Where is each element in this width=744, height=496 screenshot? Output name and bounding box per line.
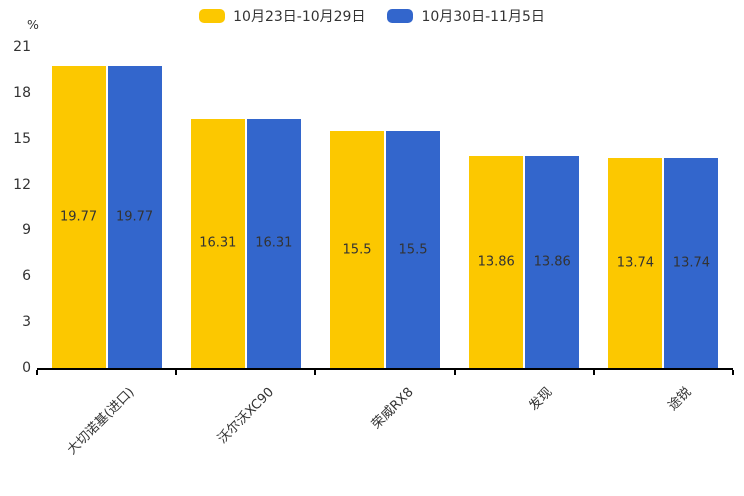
category-group: 15.5 15.5 荣威RX8 xyxy=(315,47,454,432)
y-axis-tick-label: 21 xyxy=(13,39,31,55)
legend-item-week2[interactable]: 10月30日-11月5日 xyxy=(387,6,545,26)
bars-container: 19.77 19.77 大切诺基(进口) 16.31 16.31 沃尔沃XC90… xyxy=(37,47,733,458)
bar-week2[interactable]: 16.31 xyxy=(246,118,301,368)
y-axis-tick-label: 6 xyxy=(22,268,31,285)
x-axis-category-label: 沃尔沃XC90 xyxy=(215,384,278,447)
bar-week1[interactable]: 19.77 xyxy=(51,65,106,368)
x-axis-tick-mark xyxy=(314,370,317,375)
y-axis-tick-label: 12 xyxy=(13,176,31,193)
bar-week1[interactable]: 16.31 xyxy=(190,118,245,368)
category-group: 13.74 13.74 途锐 xyxy=(594,47,733,414)
plot-area: 19.77 19.77 大切诺基(进口) 16.31 16.31 沃尔沃XC90… xyxy=(36,47,734,458)
x-axis-ticks xyxy=(36,47,734,375)
x-axis-tick-mark xyxy=(592,370,595,375)
y-axis-tick-label: 15 xyxy=(13,130,31,147)
bar-week2[interactable]: 19.77 xyxy=(107,65,162,368)
bar-value-label: 15.5 xyxy=(398,242,428,258)
category-group: 19.77 19.77 大切诺基(进口) xyxy=(37,47,176,458)
bar-value-label: 13.86 xyxy=(477,254,515,270)
bar-value-label: 19.77 xyxy=(59,209,98,225)
bar-value-label: 15.5 xyxy=(342,242,372,258)
bar-week2[interactable]: 13.86 xyxy=(525,156,580,368)
y-axis: 0 3 6 9 12 15 18 21 xyxy=(0,40,31,375)
legend-swatch-yellow xyxy=(199,9,226,23)
legend-label-week1: 10月23日-10月29日 xyxy=(233,9,366,25)
category-group: 16.31 16.31 沃尔沃XC90 xyxy=(176,47,315,447)
x-axis-category-label: 荣威RX8 xyxy=(368,384,417,433)
legend: 10月23日-10月29日 10月30日-11月5日 xyxy=(0,6,744,26)
bar-week1[interactable]: 15.5 xyxy=(330,131,384,368)
y-axis-tick-label: 9 xyxy=(22,222,31,239)
bar-value-label: 13.74 xyxy=(616,255,655,271)
bar-week1[interactable]: 13.86 xyxy=(469,156,524,368)
bar-value-label: 16.31 xyxy=(199,235,237,251)
y-axis-tick-label: 3 xyxy=(22,314,31,331)
bar-week1[interactable]: 13.74 xyxy=(608,157,663,368)
x-axis-tick-mark xyxy=(453,370,456,375)
bar-value-label: 13.74 xyxy=(672,255,711,271)
y-axis-unit-label: % xyxy=(27,17,39,32)
legend-swatch-blue xyxy=(387,9,414,23)
category-group: 13.86 13.86 发现 xyxy=(455,47,594,414)
x-axis-category-label: 大切诺基(进口) xyxy=(65,384,139,458)
y-axis-tick-label: 18 xyxy=(13,84,31,101)
x-axis-category-label: 发现 xyxy=(526,384,556,414)
bar-value-label: 13.86 xyxy=(533,254,571,270)
x-axis-tick-mark xyxy=(175,370,178,375)
bar-week2[interactable]: 15.5 xyxy=(386,131,440,368)
bar-value-label: 19.77 xyxy=(115,209,154,225)
x-axis-tick-mark xyxy=(36,370,38,375)
bar-week2[interactable]: 13.74 xyxy=(664,157,719,368)
bar-value-label: 16.31 xyxy=(255,235,293,251)
legend-item-week1[interactable]: 10月23日-10月29日 xyxy=(199,6,365,26)
x-axis-category-label: 途锐 xyxy=(665,384,695,414)
x-axis-tick-mark xyxy=(732,370,734,375)
y-axis-tick-label: 0 xyxy=(22,360,31,376)
legend-label-week2: 10月30日-11月5日 xyxy=(421,9,545,25)
